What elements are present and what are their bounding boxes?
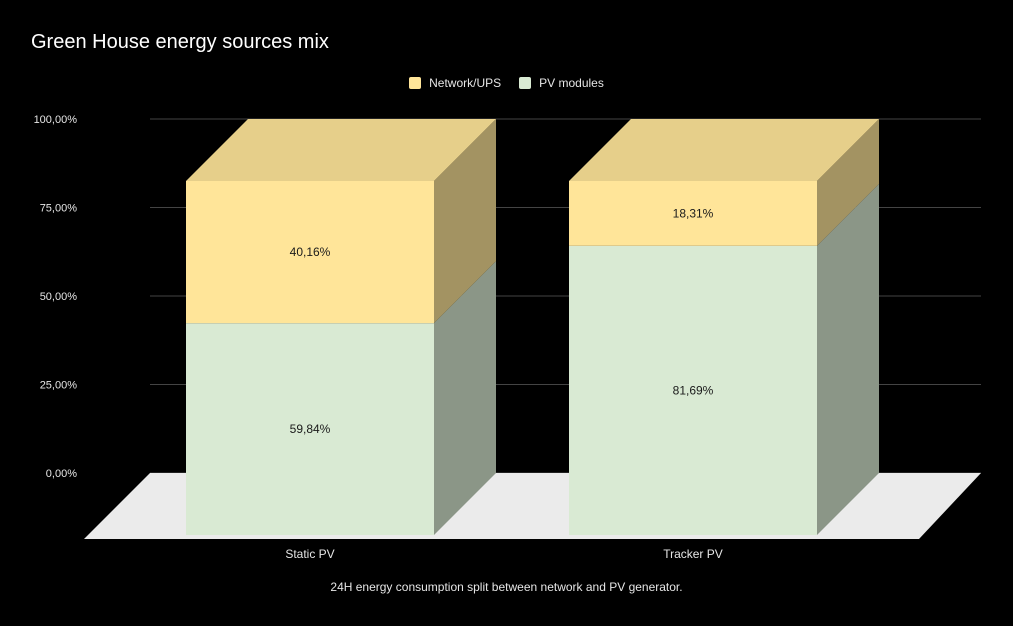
data-label: 18,31% [673, 206, 714, 220]
x-tick-label: Tracker PV [663, 547, 723, 561]
x-tick-label: Static PV [285, 547, 334, 561]
data-label: 59,84% [290, 422, 331, 436]
legend-swatch-network-ups [409, 77, 422, 89]
legend-label-network-ups: Network/UPS [429, 76, 502, 90]
y-tick-label: 100,00% [34, 114, 78, 126]
bar-segment[interactable] [186, 181, 434, 324]
bar-segment[interactable] [186, 323, 434, 535]
legend: Network/UPS PV modules [0, 76, 1013, 90]
bar-top [569, 119, 879, 181]
legend-item-network-ups[interactable]: Network/UPS [409, 76, 501, 90]
chart-title: Green House energy sources mix [31, 31, 329, 53]
bar-segment[interactable] [569, 245, 817, 536]
bar-segment[interactable] [569, 181, 817, 246]
chart-caption: 24H energy consumption split between net… [330, 580, 683, 594]
legend-label-pv-modules: PV modules [539, 76, 604, 90]
data-label: 40,16% [290, 245, 331, 259]
bar-side [817, 119, 879, 246]
bar-side [817, 183, 879, 536]
bar-side [434, 261, 496, 535]
legend-item-pv-modules[interactable]: PV modules [519, 76, 604, 90]
y-tick-label: 75,00% [40, 203, 78, 215]
bar-top [186, 119, 496, 181]
legend-swatch-pv-modules [519, 77, 532, 89]
y-tick-label: 0,00% [46, 468, 77, 480]
y-tick-label: 25,00% [40, 380, 78, 392]
data-label: 81,69% [673, 383, 714, 397]
bar-side [434, 119, 496, 324]
y-tick-label: 50,00% [40, 291, 78, 303]
